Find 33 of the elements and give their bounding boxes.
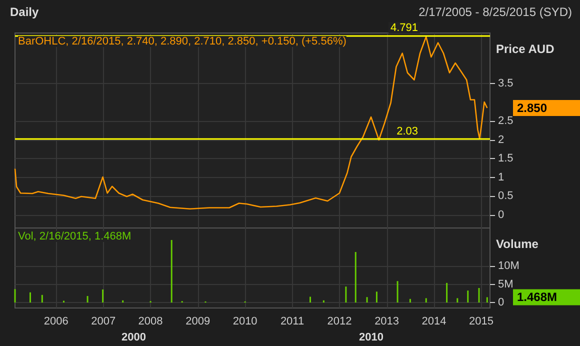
y-tick-label: 3.5 [498,78,514,90]
y-tick-label: 0 [498,296,504,309]
y-tick-label: 1.5 [498,152,514,165]
x-tick-label: 2007 [91,316,116,328]
y-tick-label: 2.5 [498,115,514,128]
text: 2000 [122,332,146,344]
y-axis-title: Price AUD [496,42,555,56]
text: 2010 [359,332,384,344]
y-tick-label: 2 [498,134,504,146]
text: 1.468M [517,290,558,304]
x-tick-label: 2014 [422,316,446,328]
chart-subtitle: 2/17/2005 - 8/25/2015 (SYD) [418,5,572,19]
y-axis-title: Volume [496,237,539,251]
ref-line-label: 2.03 [396,125,418,138]
x-tick-label: 2013 [374,316,400,328]
x-tick-label: 2006 [44,316,68,328]
y-tick-label: 1 [498,171,504,184]
x-tick-label: 2010 [232,316,258,328]
x-tick-label: 2009 [186,316,210,328]
x-tick-label: 2015 [468,316,494,328]
text: 2.850 [517,101,548,115]
y-tick-label: 5M [498,278,514,290]
y-tick-label: 0.5 [498,190,514,202]
x-tick-label: 2011 [280,316,304,328]
line-series [14,36,488,210]
x-tick-label: 2012 [327,316,352,328]
ref-line-label: 4.791 [390,22,418,34]
y-tick-label: 0 [498,208,504,221]
annotation: Vol, 2/16/2015, 1.468M [18,230,132,242]
y-tick-label: 10M [498,260,520,272]
x-tick-label: 2008 [138,316,163,328]
chart-title: Daily [10,5,40,19]
annotation: BarOHLC, 2/16/2015, 2.740, 2.890, 2.710, 2.850, +0.150, (+5.56%) [18,36,346,48]
